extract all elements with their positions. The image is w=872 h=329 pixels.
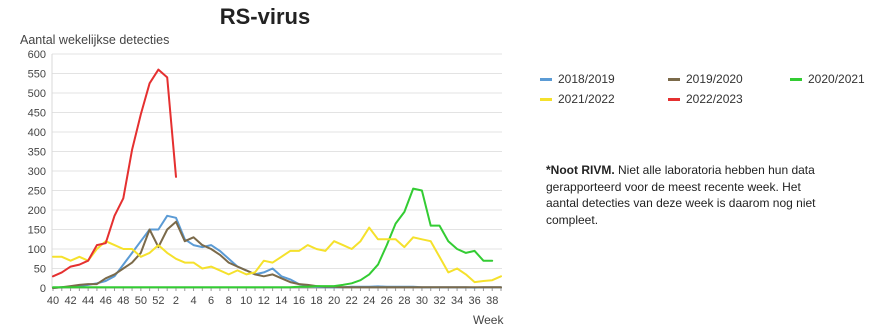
x-tick-labels: 40 42 44 46 48 50 52 2 4 6 8 10 12 14 16 18 20 22 24 26 28 30… [47,295,498,307]
y-tick-label: 150 [28,225,46,237]
x-tick-label: 46 [100,295,112,307]
x-tick-label: 40 [47,295,59,307]
legend-label: 2021/2022 [558,92,615,106]
y-tick-labels: 0 50 100 150 200 250 300 350 400 450 500 550 600 [28,49,46,295]
legend-swatch [668,97,680,101]
y-tick-label: 0 [40,283,46,295]
y-tick-label: 300 [28,166,46,178]
x-tick-label: 50 [135,295,147,307]
x-tick-label: 14 [275,295,287,307]
legend-swatch [540,77,552,81]
legend-label: 2022/2023 [686,92,743,106]
y-tick-label: 50 [34,264,46,276]
x-tick-label: 6 [208,295,214,307]
note-text: Niet alle laboratoria hebben hun data ge… [546,163,816,227]
legend-label: 2020/2021 [808,72,865,86]
x-tick-label: 44 [82,295,94,307]
legend-item: 2021/2022 [540,92,615,106]
x-tick-label: 30 [416,295,428,307]
y-tick-label: 250 [28,186,46,198]
legend-item: 2020/2021 [790,72,865,86]
x-tick-label: 36 [469,295,481,307]
x-tick-label: 20 [328,295,340,307]
legend-label: 2018/2019 [558,72,615,86]
x-axis-label: Week [473,313,504,327]
series-line-2020-2021 [52,187,494,289]
x-tick-label: 52 [152,295,164,307]
rivm-note: *Noot RIVM. Niet alle laboratoria hebben… [546,162,831,228]
x-tick-label: 34 [451,295,463,307]
axes [51,54,502,291]
y-tick-label: 100 [28,244,46,256]
series-line-2019-2020 [52,220,502,289]
y-tick-label: 550 [28,69,46,81]
x-tick-label: 24 [363,295,375,307]
y-tick-label: 450 [28,108,46,120]
x-tick-label: 4 [190,295,196,307]
x-tick-label: 42 [64,295,76,307]
x-tick-label: 8 [226,295,232,307]
x-tick-label: 26 [381,295,393,307]
y-tick-label: 500 [28,88,46,100]
series-line-2022-2023 [52,68,177,278]
legend-item: 2018/2019 [540,72,615,86]
legend-label: 2019/2020 [686,72,743,86]
chart-title: RS-virus [219,4,311,29]
x-tick-label: 12 [258,295,270,307]
y-tick-label: 200 [28,205,46,217]
y-tick-label: 400 [28,127,46,139]
legend-item: 2022/2023 [668,92,743,106]
y-axis-label: Aantal wekelijkse detecties [20,33,170,47]
note-lead: *Noot RIVM. [546,163,615,177]
y-tick-label: 350 [28,147,46,159]
x-tick-label: 16 [293,295,305,307]
y-tick-label: 600 [28,49,46,61]
series-line-2021-2022 [52,226,502,284]
series-lines [52,68,502,289]
x-tick-label: 48 [117,295,129,307]
gridlines [52,53,502,269]
x-tick-label: 10 [240,295,252,307]
x-tick-label: 28 [398,295,410,307]
x-tick-label: 38 [486,295,498,307]
x-tick-label: 2 [173,295,179,307]
legend-swatch [540,97,552,101]
legend-swatch [668,77,680,81]
x-tick-label: 32 [433,295,445,307]
x-tick-label: 18 [310,295,322,307]
legend-item: 2019/2020 [668,72,743,86]
legend-swatch [790,77,802,81]
x-tick-label: 22 [346,295,358,307]
